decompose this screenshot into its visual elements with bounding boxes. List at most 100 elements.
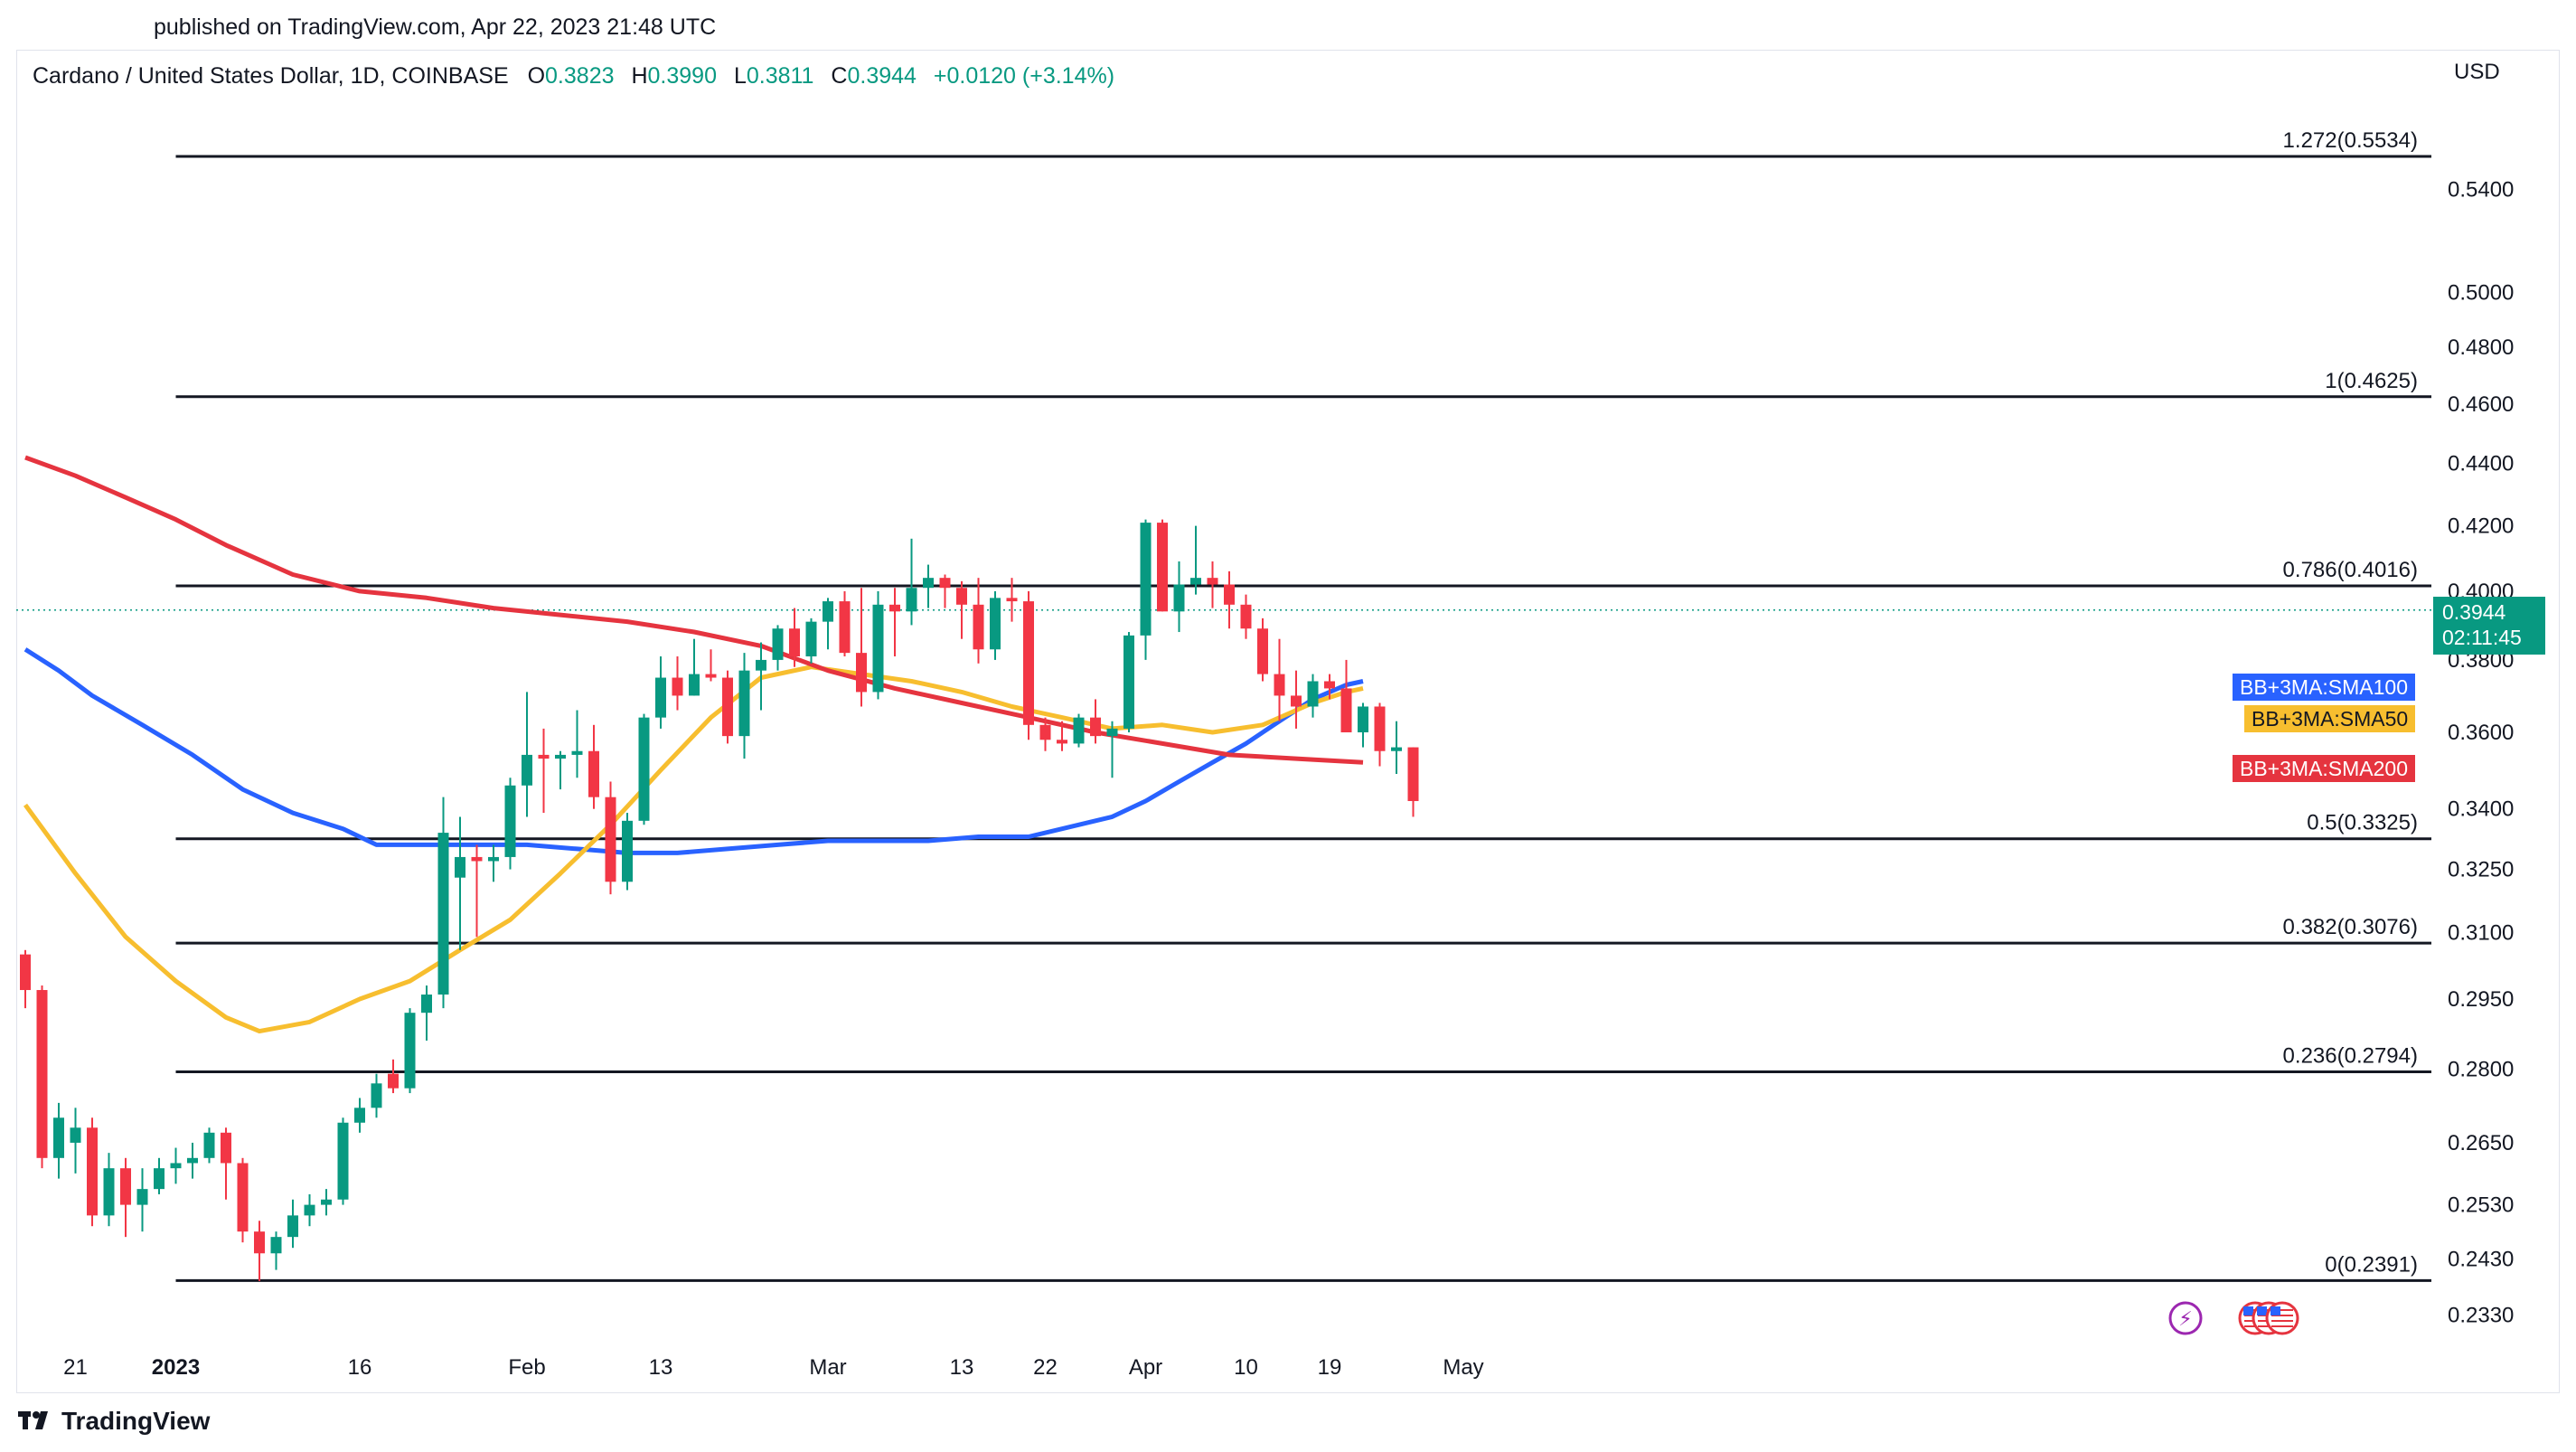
candle-body [722, 677, 733, 737]
x-tick-label: May [1443, 1355, 1483, 1380]
y-tick-label: 0.2800 [2448, 1057, 2514, 1081]
candle-body [1057, 740, 1067, 744]
candle-body [87, 1127, 98, 1216]
fib-level-label: 0.786(0.4016) [2283, 558, 2418, 582]
fib-level-label: 0.382(0.3076) [2283, 915, 2418, 939]
candle-body [1039, 724, 1051, 740]
candle-body [36, 990, 48, 1158]
candle-body [973, 604, 984, 650]
close-label: C [831, 63, 848, 89]
candle-body [538, 754, 550, 759]
candle-body [1407, 747, 1419, 802]
fib-level-label: 1(0.4625) [2325, 369, 2418, 393]
currency-label[interactable]: USD [2454, 60, 2500, 84]
x-tick-label: 19 [1318, 1355, 1342, 1380]
candle-body [789, 628, 800, 657]
sma200-label[interactable]: BB+3MA:SMA200 [2233, 755, 2416, 782]
candle-body [738, 670, 750, 737]
x-tick-label: 16 [348, 1355, 372, 1380]
candle-body [371, 1083, 382, 1108]
candle-body [170, 1163, 182, 1169]
candle-body [1240, 604, 1252, 629]
candle-body [136, 1189, 148, 1205]
candle-body [203, 1132, 215, 1158]
candle-body [1123, 635, 1134, 729]
candle-body [53, 1117, 64, 1158]
fib-level-label: 0.236(0.2794) [2283, 1044, 2418, 1069]
x-tick-label: 22 [1033, 1355, 1058, 1380]
candle-body [237, 1163, 249, 1232]
candle-body [1140, 523, 1152, 636]
candle-body [321, 1199, 332, 1205]
sma100-label[interactable]: BB+3MA:SMA100 [2233, 674, 2416, 701]
x-tick-label: 13 [649, 1355, 673, 1380]
y-tick-label: 0.3600 [2448, 721, 2514, 745]
tradingview-brand: TradingView [61, 1407, 211, 1435]
y-tick-label: 0.4800 [2448, 335, 2514, 360]
candle-body [287, 1215, 298, 1238]
tradingview-logo-icon [18, 1411, 48, 1429]
fib-level-label: 0(0.2391) [2325, 1252, 2418, 1277]
lightning-icon [2168, 1301, 2203, 1335]
high-value: 0.3990 [647, 63, 717, 89]
candle-body [856, 653, 867, 693]
candle-body [1307, 681, 1319, 707]
candle-body [1257, 628, 1268, 674]
candle-body [354, 1108, 365, 1123]
candle-body [1224, 584, 1235, 605]
last-price-badge: 0.3944 02:11:45 [2433, 597, 2545, 655]
published-note: published on TradingView.com, Apr 22, 20… [154, 14, 717, 40]
candle-body [1006, 598, 1018, 602]
x-tick-label: Mar [809, 1355, 846, 1380]
candle-body [939, 578, 951, 589]
candle-body [689, 674, 700, 696]
candle-body [1324, 681, 1335, 689]
chart-frame [16, 50, 2560, 1393]
tradingview-logo[interactable]: TradingView [18, 1407, 210, 1436]
candle-body [120, 1168, 131, 1205]
candle-body [571, 750, 583, 755]
y-tick-label: 0.4400 [2448, 452, 2514, 476]
fib-level-label: 1.272(0.5534) [2283, 128, 2418, 153]
symbol-title[interactable]: Cardano / United States Dollar, 1D, COIN… [33, 63, 509, 89]
candle-body [404, 1013, 416, 1089]
candle-body [221, 1132, 231, 1164]
us-flag-canton [2270, 1306, 2280, 1315]
candle-body [504, 785, 516, 857]
candle-body [672, 677, 683, 696]
sma50-label[interactable]: BB+3MA:SMA50 [2244, 705, 2416, 732]
y-tick-label: 0.2330 [2448, 1304, 2514, 1328]
candle-body [1073, 717, 1085, 744]
y-tick-label: 0.3400 [2448, 797, 2514, 822]
candle-body [304, 1204, 315, 1216]
candle-body [522, 754, 532, 786]
candle-body [923, 578, 934, 589]
lightning-glyph: ⚡ [2178, 1308, 2192, 1331]
candle-body [839, 601, 851, 654]
candle-body [70, 1127, 81, 1143]
ohlc-legend: Cardano / United States Dollar, 1D, COIN… [33, 63, 1125, 90]
y-tick-label: 0.4200 [2448, 514, 2514, 539]
candle-body [1391, 747, 1402, 751]
candle-body [638, 717, 650, 821]
candle-body [1274, 674, 1285, 696]
candle-body [1023, 601, 1034, 725]
candle-body [455, 856, 465, 878]
candle-body [1291, 695, 1302, 707]
bar-countdown: 02:11:45 [2442, 626, 2522, 649]
ma-line [24, 647, 1364, 855]
ma-line [23, 665, 1364, 1034]
low-value: 0.3811 [746, 63, 814, 89]
candle-body [1207, 578, 1218, 585]
candle-body [1190, 578, 1201, 585]
change-value: +0.0120 (+3.14%) [933, 63, 1115, 89]
candle-body [471, 856, 483, 862]
candle-body [756, 659, 766, 671]
x-tick-label: 21 [63, 1355, 88, 1380]
ma-line [24, 455, 1364, 765]
candle-body [337, 1122, 349, 1200]
candle-body [388, 1073, 399, 1089]
y-tick-label: 0.2530 [2448, 1193, 2514, 1218]
y-tick-label: 0.5000 [2448, 280, 2514, 305]
